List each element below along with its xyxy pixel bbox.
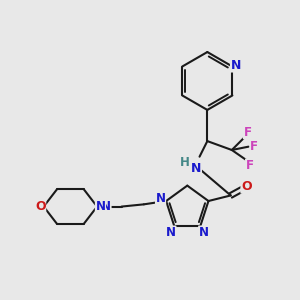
Text: O: O [35, 200, 46, 213]
Text: O: O [241, 180, 252, 193]
Text: N: N [191, 162, 201, 176]
Text: N: N [95, 200, 105, 213]
Text: N: N [166, 226, 176, 239]
Text: N: N [199, 226, 209, 239]
Text: H: H [180, 156, 190, 169]
Text: N: N [230, 59, 241, 72]
Text: N: N [101, 200, 111, 213]
Text: F: F [246, 159, 254, 172]
Text: F: F [250, 140, 258, 153]
Text: F: F [243, 126, 251, 139]
Text: N: N [156, 192, 166, 205]
